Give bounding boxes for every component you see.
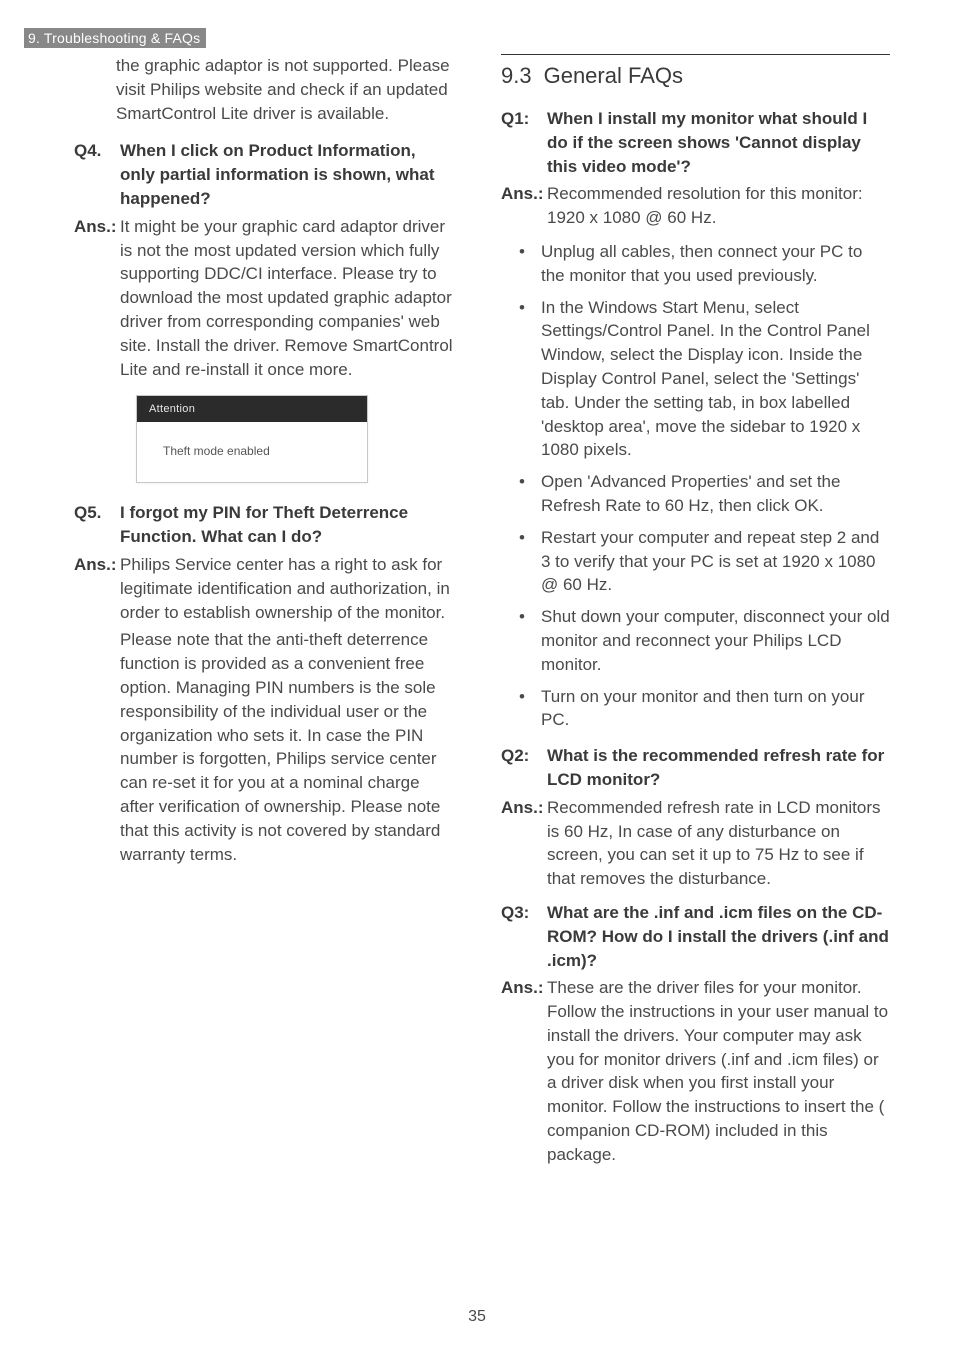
ans-label: Ans.: — [501, 976, 547, 1166]
qa-q3: Q3: What are the .inf and .icm files on … — [501, 901, 890, 1167]
ans-text: Recommended resolution for this monitor:… — [547, 182, 890, 230]
ans-label: Ans.: — [501, 182, 547, 230]
attention-body: Theft mode enabled — [137, 422, 367, 482]
q-label: Q3: — [501, 901, 547, 972]
q-label: Q1: — [501, 107, 547, 178]
list-item: Open 'Advanced Properties' and set the R… — [519, 470, 890, 518]
ans-label: Ans.: — [74, 215, 120, 382]
left-column: the graphic adaptor is not supported. Pl… — [40, 54, 477, 1177]
ans-text-2: Please note that the anti-theft deterren… — [120, 628, 453, 866]
section-title: General FAQs — [544, 63, 683, 89]
ans-text: Philips Service center has a right to as… — [120, 553, 453, 624]
page-columns: the graphic adaptor is not supported. Pl… — [0, 54, 954, 1177]
page-number: 35 — [0, 1308, 954, 1326]
section-heading: 9.3 General FAQs — [501, 54, 890, 89]
qa-q1: Q1: When I install my monitor what shoul… — [501, 107, 890, 230]
q-label: Q4. — [74, 139, 120, 210]
attention-dialog: Attention Theft mode enabled — [136, 395, 368, 483]
ans-label: Ans.: — [74, 553, 120, 624]
section-number: 9.3 — [501, 63, 532, 89]
right-column: 9.3 General FAQs Q1: When I install my m… — [477, 54, 914, 1177]
q-text: When I click on Product Information, onl… — [120, 139, 453, 210]
attention-title: Attention — [137, 396, 367, 422]
qa-q5: Q5. I forgot my PIN for Theft Deterrence… — [74, 501, 453, 866]
ans-text: It might be your graphic card adaptor dr… — [120, 215, 453, 382]
bullet-list: Unplug all cables, then connect your PC … — [519, 240, 890, 732]
q-text: What is the recommended refresh rate for… — [547, 744, 890, 792]
ans-text: Recommended refresh rate in LCD monitors… — [547, 796, 890, 891]
chapter-header-band: 9. Troubleshooting & FAQs — [24, 28, 206, 48]
continuation-paragraph: the graphic adaptor is not supported. Pl… — [116, 54, 453, 125]
q-text: I forgot my PIN for Theft Deterrence Fun… — [120, 501, 453, 549]
list-item: Shut down your computer, disconnect your… — [519, 605, 890, 676]
ans-text: These are the driver files for your moni… — [547, 976, 890, 1166]
ans-label: Ans.: — [501, 796, 547, 891]
list-item: Turn on your monitor and then turn on yo… — [519, 685, 890, 733]
list-item: In the Windows Start Menu, select Settin… — [519, 296, 890, 463]
q-label: Q2: — [501, 744, 547, 792]
q-label: Q5. — [74, 501, 120, 549]
qa-q4: Q4. When I click on Product Information,… — [74, 139, 453, 381]
qa-q2: Q2: What is the recommended refresh rate… — [501, 744, 890, 891]
ans-label-empty — [74, 628, 120, 866]
list-item: Restart your computer and repeat step 2 … — [519, 526, 890, 597]
q-text: When I install my monitor what should I … — [547, 107, 890, 178]
list-item: Unplug all cables, then connect your PC … — [519, 240, 890, 288]
q-text: What are the .inf and .icm files on the … — [547, 901, 890, 972]
